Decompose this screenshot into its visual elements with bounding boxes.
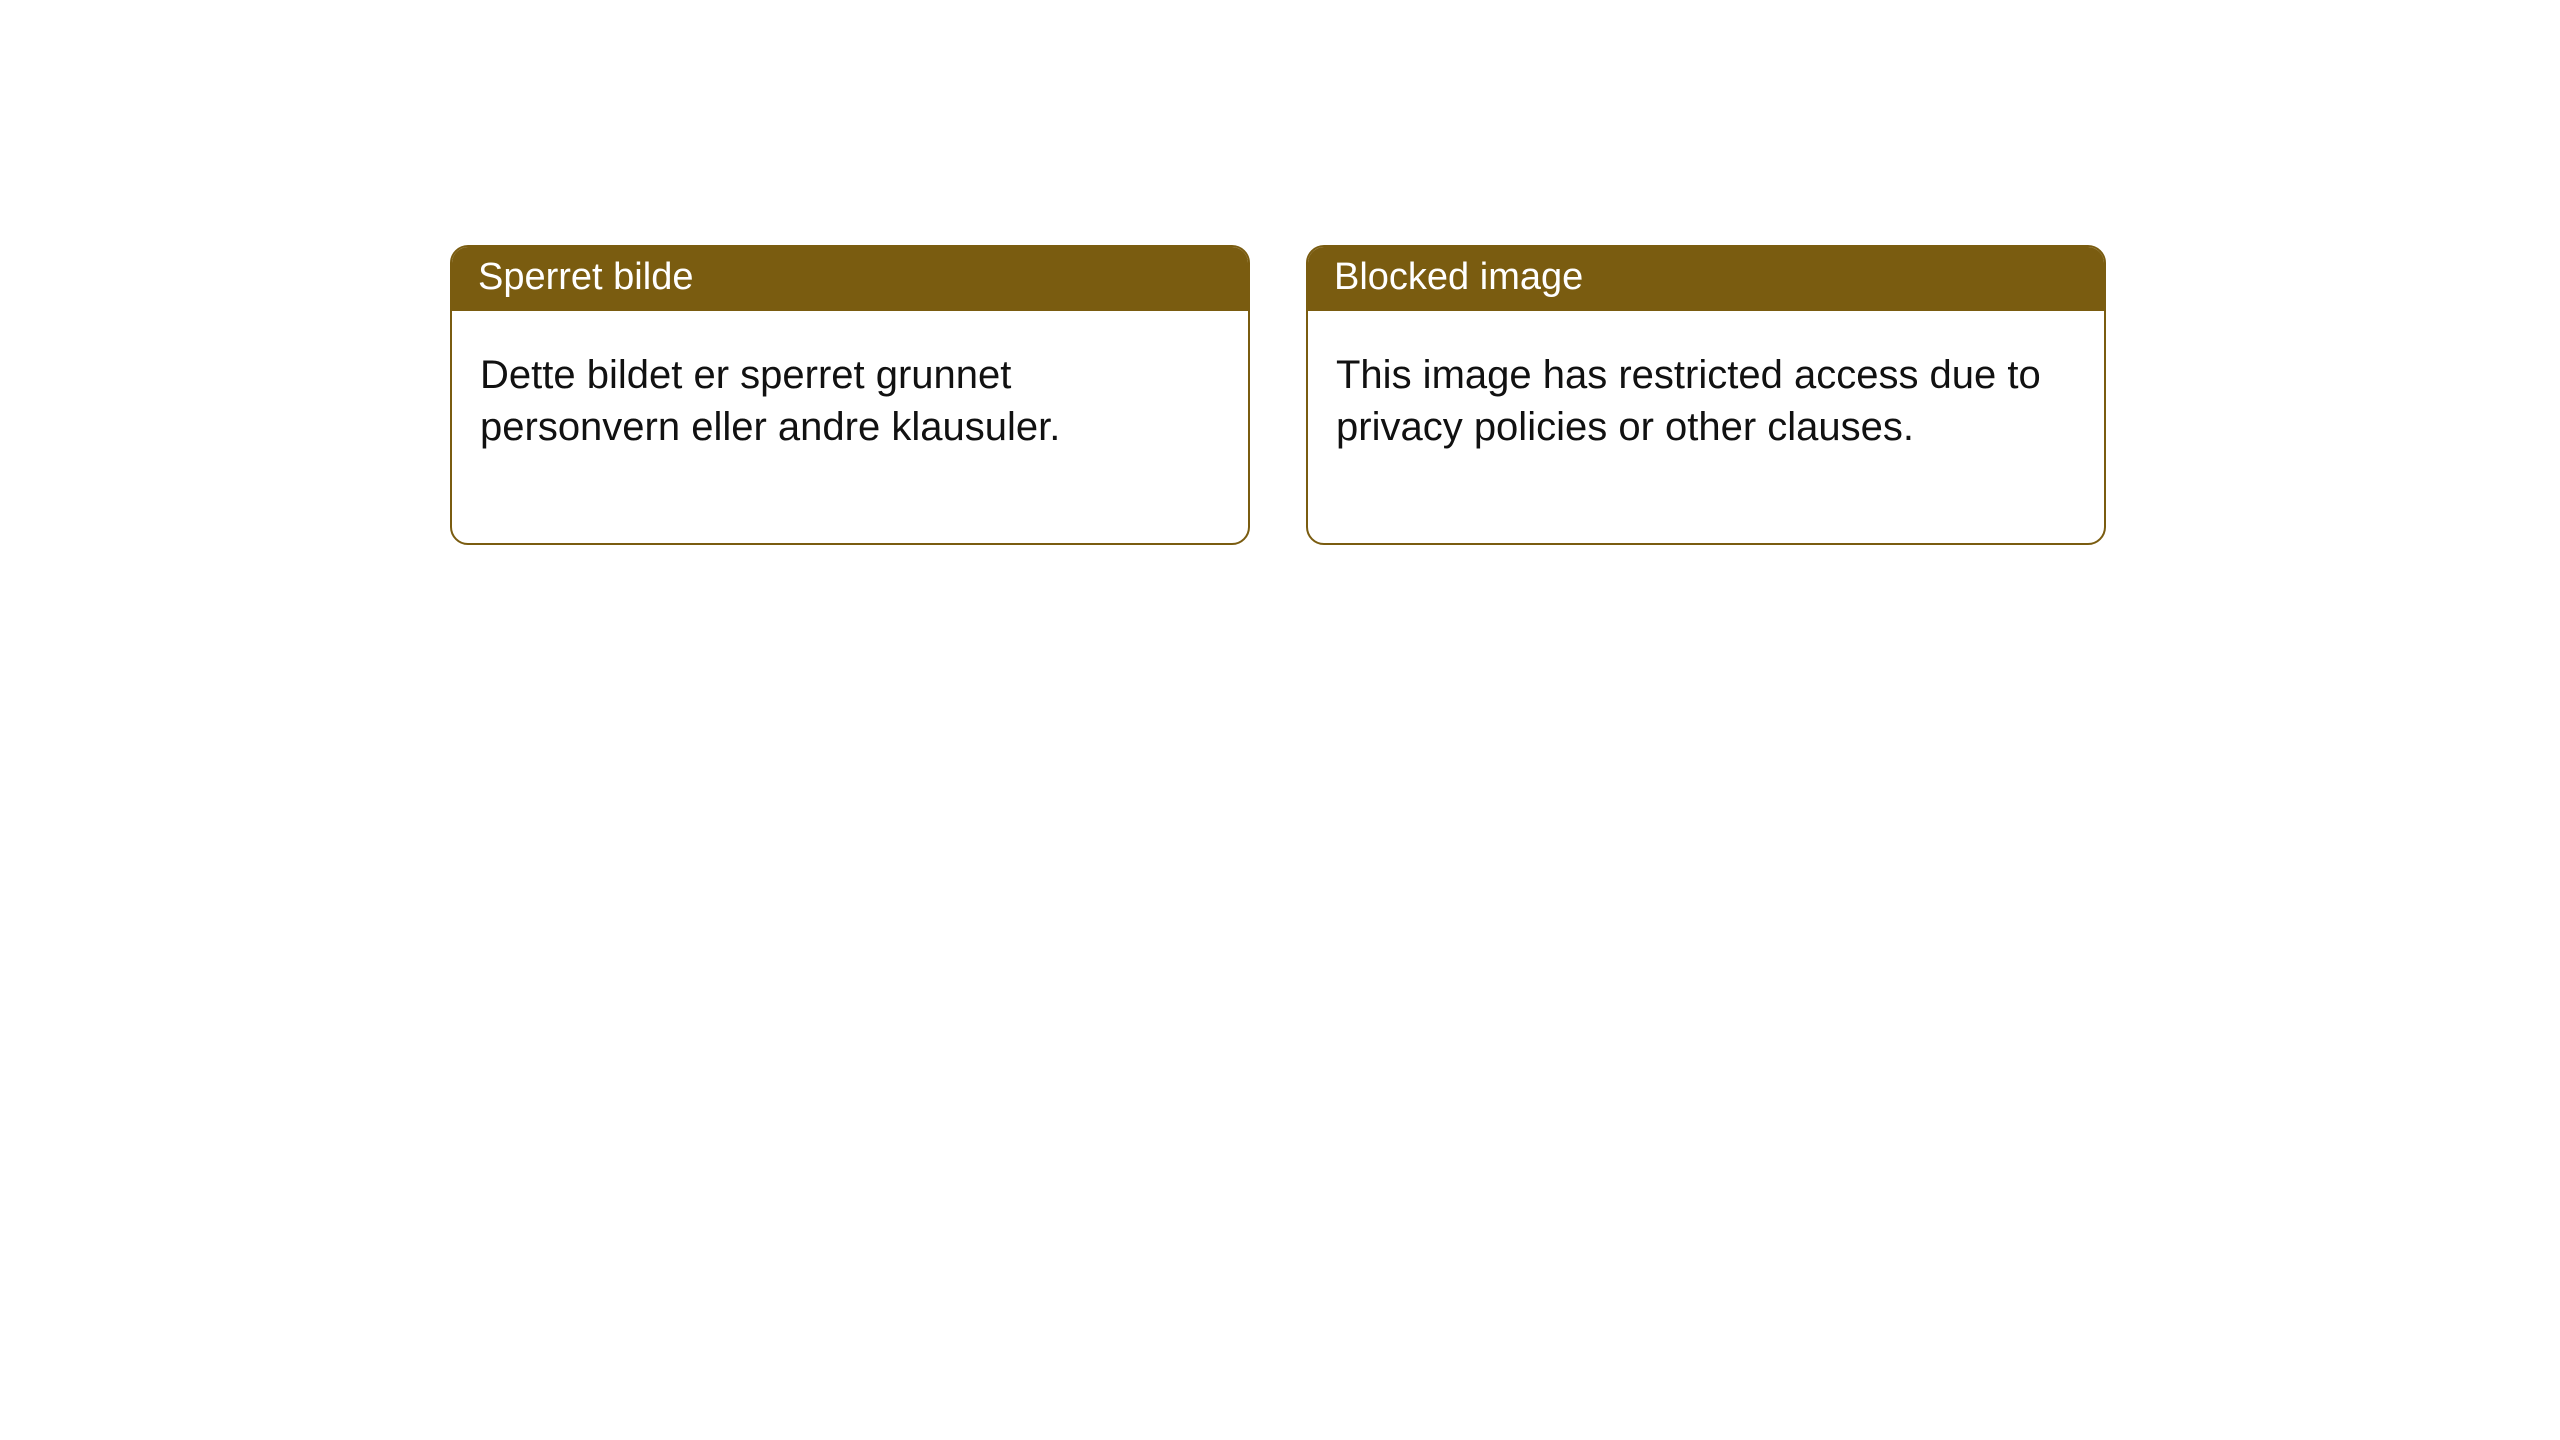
notice-title-en: Blocked image: [1308, 247, 2104, 311]
notice-title-no: Sperret bilde: [452, 247, 1248, 311]
notice-body-en: This image has restricted access due to …: [1308, 311, 2104, 543]
notice-body-no: Dette bildet er sperret grunnet personve…: [452, 311, 1248, 543]
notice-card-en: Blocked image This image has restricted …: [1306, 245, 2106, 545]
notice-card-no: Sperret bilde Dette bildet er sperret gr…: [450, 245, 1250, 545]
notice-container: Sperret bilde Dette bildet er sperret gr…: [450, 245, 2106, 545]
